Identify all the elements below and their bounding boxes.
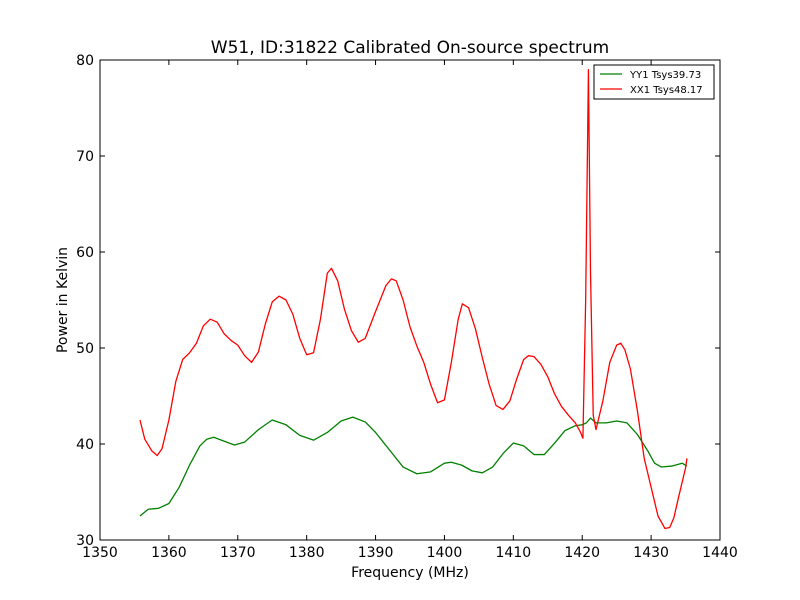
y-tick-label: 60 xyxy=(76,245,94,261)
y-tick-label: 40 xyxy=(76,437,94,453)
x-tick-label: 1350 xyxy=(82,545,118,561)
y-tick-label: 80 xyxy=(76,53,94,69)
x-axis-label: Frequency (MHz) xyxy=(351,565,469,581)
chart-title: W51, ID:31822 Calibrated On-source spect… xyxy=(211,38,609,58)
series-layer xyxy=(139,68,688,530)
y-tick-label: 50 xyxy=(76,341,94,357)
x-axis-ticks: 1350 1360 1370 1380 1390 1400 1410 1420 1430 1440 xyxy=(82,60,738,561)
x-tick-label: 1400 xyxy=(427,545,463,561)
x-tick-label: 1360 xyxy=(151,545,187,561)
plot-area xyxy=(100,60,720,540)
x-tick-label: 1410 xyxy=(496,545,532,561)
legend-label-xx1: XX1 Tsys48.17 xyxy=(630,85,703,96)
x-tick-label: 1430 xyxy=(633,545,669,561)
series-line-xx1 xyxy=(139,68,688,530)
legend-box xyxy=(593,64,715,100)
x-tick-label: 1440 xyxy=(702,545,738,561)
legend: YY1 Tsys39.73 XX1 Tsys48.17 xyxy=(593,64,715,100)
y-tick-label: 30 xyxy=(76,533,94,549)
y-axis-ticks: 30 40 50 60 70 80 xyxy=(76,53,720,549)
x-tick-label: 1370 xyxy=(220,545,256,561)
x-tick-label: 1380 xyxy=(289,545,325,561)
y-axis-label: Power in Kelvin xyxy=(55,247,71,353)
y-tick-label: 70 xyxy=(76,149,94,165)
plot-frame xyxy=(99,59,721,541)
x-tick-label: 1420 xyxy=(564,545,600,561)
series-line-yy1 xyxy=(139,416,688,517)
x-tick-label: 1390 xyxy=(358,545,394,561)
legend-label-yy1: YY1 Tsys39.73 xyxy=(629,70,701,81)
